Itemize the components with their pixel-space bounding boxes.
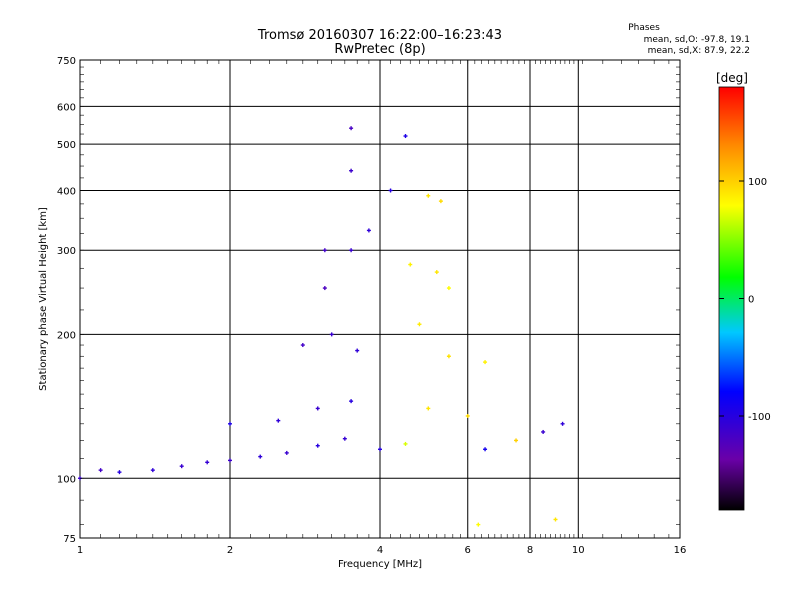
- y-tick-label: 500: [57, 140, 76, 151]
- data-point: [417, 322, 422, 327]
- data-point: [322, 248, 327, 253]
- x-tick-label: 16: [674, 545, 687, 556]
- colorbar-ticks: 100 0 -100: [719, 177, 771, 423]
- data-point: [258, 454, 263, 459]
- data-point: [465, 413, 470, 418]
- data-points: [78, 126, 565, 527]
- data-point: [476, 522, 481, 527]
- data-point: [483, 447, 488, 452]
- data-point: [349, 168, 354, 173]
- data-point: [426, 193, 431, 198]
- data-point: [300, 343, 305, 348]
- x-tick-label: 2: [227, 545, 233, 556]
- x-tick-label: 8: [527, 545, 533, 556]
- data-point: [98, 468, 103, 473]
- data-point: [228, 458, 232, 463]
- y-axis-ticks: 75 100 200 300 400 500 600 750: [57, 56, 680, 545]
- data-point: [541, 429, 546, 434]
- data-point: [408, 262, 413, 267]
- data-point: [349, 126, 354, 131]
- data-point: [329, 332, 334, 337]
- x-tick-label: 6: [465, 545, 471, 556]
- y-axis-label: Stationary phase Virtual Height [km]: [38, 207, 49, 391]
- data-point: [276, 418, 281, 423]
- data-point: [388, 188, 393, 193]
- y-tick-label: 300: [57, 246, 76, 257]
- data-point: [426, 406, 431, 411]
- y-tick-label: 400: [57, 186, 76, 197]
- data-point: [446, 354, 451, 359]
- chart-subtitle: RwPretec (8p): [334, 42, 425, 57]
- x-tick-label: 4: [377, 545, 383, 556]
- data-point: [315, 406, 320, 411]
- phases-title: Phases: [628, 23, 660, 33]
- data-point: [342, 436, 347, 441]
- y-tick-label: 600: [57, 102, 76, 113]
- data-point: [553, 517, 558, 522]
- x-axis-ticks: 1 2 4 6 8 10 16: [77, 60, 687, 556]
- colorbar-tick-label: -100: [748, 412, 771, 423]
- data-point: [228, 421, 232, 426]
- data-point: [117, 470, 122, 475]
- data-point: [349, 399, 354, 404]
- colorbar-label: [deg]: [716, 71, 748, 85]
- x-axis-label: Frequency [MHz]: [338, 559, 422, 570]
- data-point: [403, 134, 408, 139]
- data-point: [434, 270, 439, 275]
- y-tick-label: 200: [57, 330, 76, 341]
- data-point: [514, 438, 519, 443]
- x-tick-label: 1: [77, 545, 83, 556]
- data-point: [483, 360, 488, 365]
- y-tick-label: 75: [63, 534, 76, 545]
- data-point: [150, 468, 155, 473]
- data-point: [560, 421, 565, 426]
- data-point: [446, 286, 451, 291]
- phases-x-stats: mean, sd,X: 87.9, 22.2: [648, 46, 750, 56]
- data-point: [438, 199, 443, 204]
- data-point: [378, 447, 382, 452]
- data-point: [322, 286, 327, 291]
- data-point: [284, 450, 289, 455]
- data-point: [403, 441, 408, 446]
- data-point: [366, 228, 371, 233]
- x-tick-label: 10: [572, 545, 585, 556]
- colorbar-tick-label: 0: [748, 295, 754, 306]
- y-tick-label: 100: [57, 474, 76, 485]
- y-tick-label: 750: [57, 56, 76, 67]
- data-point: [179, 464, 184, 469]
- grid-lines: [80, 60, 680, 538]
- data-point: [355, 348, 360, 353]
- phases-o-stats: mean, sd,O: -97.8, 19.1: [644, 35, 750, 45]
- data-point: [349, 248, 354, 253]
- data-point: [205, 460, 210, 465]
- chart-title: Tromsø 20160307 16:22:00–16:23:43: [257, 28, 502, 43]
- colorbar-tick-label: 100: [748, 177, 767, 188]
- data-point: [315, 443, 320, 448]
